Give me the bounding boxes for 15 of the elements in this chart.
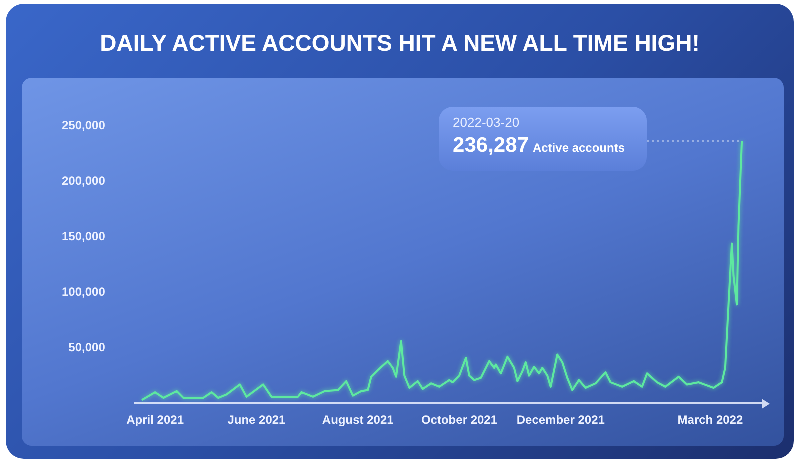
- y-tick-label: 150,000: [62, 229, 106, 244]
- y-tick-label: 100,000: [62, 284, 106, 299]
- annotation: 2022-03-20: [453, 115, 521, 130]
- annotation: 236,287: [453, 134, 529, 158]
- x-tick-label: March 2022: [678, 413, 744, 428]
- x-tick-label: June 2021: [228, 413, 286, 428]
- y-tick-label: 50,000: [68, 340, 106, 354]
- annotation: Active accounts: [532, 141, 626, 156]
- y-tick-label: 250,000: [62, 118, 106, 132]
- x-tick-label: October 2021: [421, 413, 498, 428]
- x-tick-label: August 2021: [322, 413, 394, 428]
- y-tick-label: 200,000: [62, 174, 106, 188]
- chart-title: DAILY ACTIVE ACCOUNTS HIT A NEW ALL TIME HIGH!: [99, 30, 701, 57]
- x-tick-label: April 2021: [126, 413, 184, 428]
- x-tick-label: December 2021: [516, 413, 606, 428]
